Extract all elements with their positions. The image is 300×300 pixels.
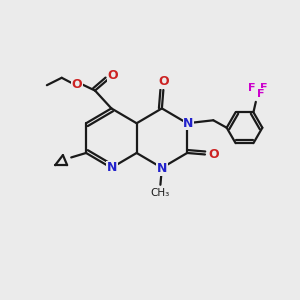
Text: O: O bbox=[107, 69, 118, 82]
Text: F: F bbox=[260, 82, 268, 93]
Text: O: O bbox=[158, 75, 169, 88]
Text: CH₃: CH₃ bbox=[151, 188, 170, 197]
Text: N: N bbox=[157, 162, 167, 175]
Text: O: O bbox=[71, 78, 82, 91]
Text: O: O bbox=[208, 148, 219, 161]
Text: F: F bbox=[257, 88, 264, 98]
Text: F: F bbox=[248, 82, 256, 93]
Text: N: N bbox=[183, 117, 194, 130]
Text: N: N bbox=[107, 161, 117, 174]
